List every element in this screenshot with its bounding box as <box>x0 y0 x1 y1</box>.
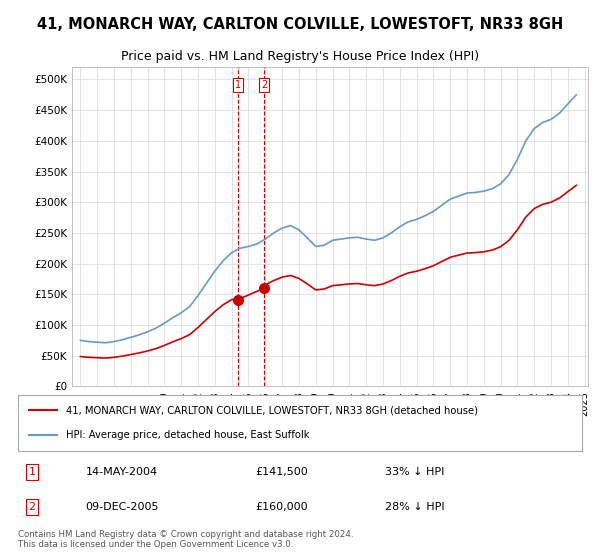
FancyBboxPatch shape <box>18 395 582 451</box>
Text: HPI: Average price, detached house, East Suffolk: HPI: Average price, detached house, East… <box>66 430 310 440</box>
Text: 09-DEC-2005: 09-DEC-2005 <box>86 502 159 512</box>
Text: £160,000: £160,000 <box>255 502 308 512</box>
Text: £141,500: £141,500 <box>255 467 308 477</box>
Text: 2: 2 <box>29 502 35 512</box>
Text: 41, MONARCH WAY, CARLTON COLVILLE, LOWESTOFT, NR33 8GH: 41, MONARCH WAY, CARLTON COLVILLE, LOWES… <box>37 17 563 32</box>
Text: 41, MONARCH WAY, CARLTON COLVILLE, LOWESTOFT, NR33 8GH (detached house): 41, MONARCH WAY, CARLTON COLVILLE, LOWES… <box>66 405 478 416</box>
Text: 28% ↓ HPI: 28% ↓ HPI <box>385 502 444 512</box>
Text: 1: 1 <box>235 80 241 90</box>
Text: 1: 1 <box>29 467 35 477</box>
Text: 14-MAY-2004: 14-MAY-2004 <box>86 467 158 477</box>
Text: 33% ↓ HPI: 33% ↓ HPI <box>385 467 444 477</box>
Text: 2: 2 <box>261 80 268 90</box>
Text: Price paid vs. HM Land Registry's House Price Index (HPI): Price paid vs. HM Land Registry's House … <box>121 50 479 63</box>
Text: Contains HM Land Registry data © Crown copyright and database right 2024.
This d: Contains HM Land Registry data © Crown c… <box>18 530 353 549</box>
